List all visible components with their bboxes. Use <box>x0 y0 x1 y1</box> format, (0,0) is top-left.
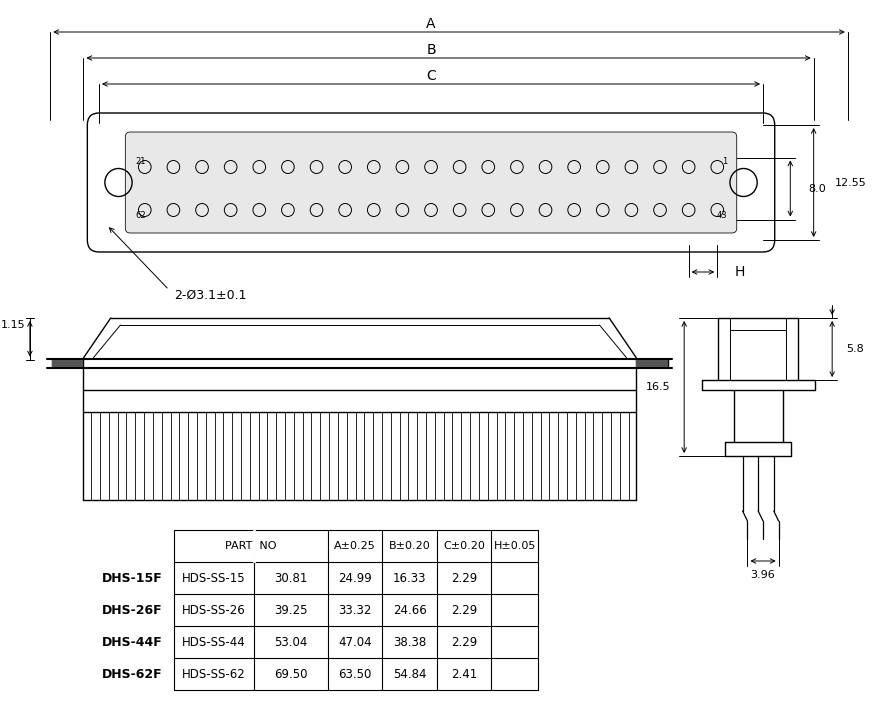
Text: A±0.25: A±0.25 <box>334 541 376 551</box>
Text: 12.55: 12.55 <box>835 178 867 188</box>
Text: 21: 21 <box>135 157 145 166</box>
Text: 1.15: 1.15 <box>0 320 25 330</box>
Text: 1: 1 <box>722 157 727 166</box>
Text: B: B <box>426 43 436 57</box>
Text: 24.66: 24.66 <box>393 603 426 617</box>
Text: 2.29: 2.29 <box>451 571 477 585</box>
Text: 5.8: 5.8 <box>846 344 864 354</box>
Text: 2-Ø3.1±0.1: 2-Ø3.1±0.1 <box>174 288 247 302</box>
Text: 54.84: 54.84 <box>393 668 426 680</box>
Text: 16.33: 16.33 <box>393 571 426 585</box>
Text: 2.29: 2.29 <box>451 636 477 649</box>
Text: C±0.20: C±0.20 <box>444 541 485 551</box>
Text: 24.99: 24.99 <box>339 571 372 585</box>
Text: 8.0: 8.0 <box>808 183 826 193</box>
Text: HDS-SS-15: HDS-SS-15 <box>182 571 246 585</box>
Text: 43: 43 <box>717 211 727 220</box>
Text: 3.96: 3.96 <box>751 570 775 580</box>
FancyBboxPatch shape <box>88 113 774 252</box>
Text: 30.81: 30.81 <box>274 571 307 585</box>
Text: 2.29: 2.29 <box>451 603 477 617</box>
Bar <box>52 360 83 367</box>
Text: 63.50: 63.50 <box>339 668 372 680</box>
Text: B±0.20: B±0.20 <box>388 541 430 551</box>
Text: 2.41: 2.41 <box>451 668 477 680</box>
Text: H±0.05: H±0.05 <box>493 541 536 551</box>
Text: 33.32: 33.32 <box>339 603 372 617</box>
Text: HDS-SS-44: HDS-SS-44 <box>182 636 246 649</box>
Bar <box>636 360 668 367</box>
Text: DHS-62F: DHS-62F <box>102 668 162 680</box>
Text: HDS-SS-26: HDS-SS-26 <box>182 603 246 617</box>
Text: A: A <box>426 17 436 31</box>
Text: 47.04: 47.04 <box>339 636 372 649</box>
Text: PART  NO: PART NO <box>225 541 276 551</box>
Text: DHS-44F: DHS-44F <box>102 636 162 649</box>
Text: DHS-15F: DHS-15F <box>102 571 162 585</box>
Text: HDS-SS-62: HDS-SS-62 <box>182 668 246 680</box>
Text: H: H <box>735 265 746 279</box>
Text: DHS-26F: DHS-26F <box>102 603 162 617</box>
Text: 69.50: 69.50 <box>274 668 308 680</box>
Text: 38.38: 38.38 <box>393 636 426 649</box>
Text: C: C <box>426 69 436 83</box>
FancyBboxPatch shape <box>125 132 737 233</box>
Text: 62: 62 <box>135 211 145 220</box>
Text: 39.25: 39.25 <box>274 603 308 617</box>
Text: 16.5: 16.5 <box>646 382 670 392</box>
Text: 53.04: 53.04 <box>274 636 307 649</box>
